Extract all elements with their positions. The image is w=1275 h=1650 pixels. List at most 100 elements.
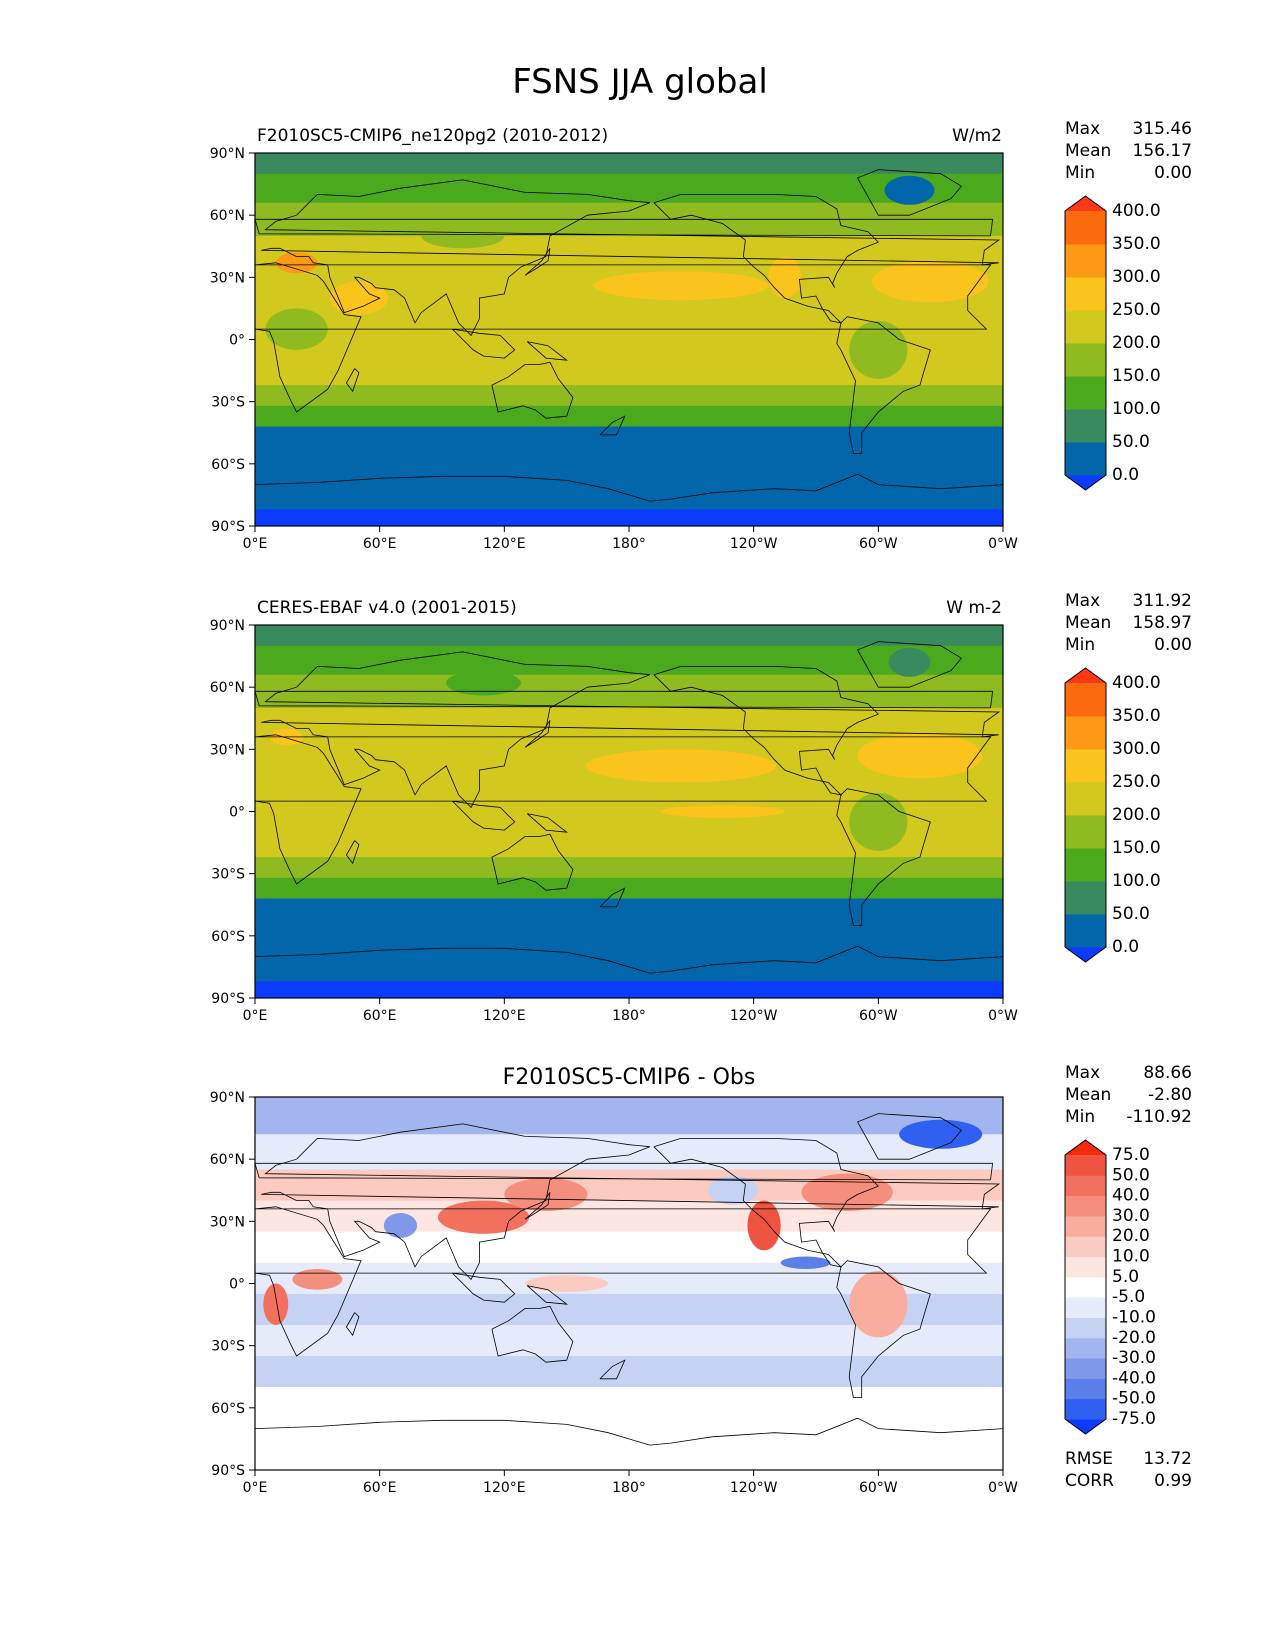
contour-band	[255, 1356, 1003, 1388]
metrics-block: RMSE 13.72 CORR 0.99	[1065, 1449, 1192, 1491]
stat-label: Max	[1065, 119, 1100, 139]
stat-value: -110.92	[1126, 1107, 1192, 1127]
contour-patch	[593, 271, 769, 301]
lat-tick-label: 30°S	[211, 395, 245, 411]
coastline	[254, 945, 1004, 974]
stats-block: Max 315.46 Mean 156.17 Min 0.00	[1065, 119, 1192, 183]
contour-patch	[585, 749, 777, 783]
map-field	[255, 153, 1003, 526]
contour-patch	[446, 670, 521, 696]
colorbar-tick-label: 0.0	[1112, 937, 1139, 957]
colorbar-segment	[1065, 1317, 1106, 1339]
colorbar: 400.0 350.0 300.0 250.0 200.0 150.0 100.0 50.0 0…	[1064, 667, 1161, 963]
colorbar-segment	[1065, 1256, 1106, 1278]
colorbar-segment	[1065, 749, 1106, 783]
lat-tick-label: 90°N	[210, 1090, 245, 1106]
colorbar-tick-label: -75.0	[1112, 1409, 1156, 1429]
colorbar-segment	[1065, 782, 1106, 816]
contour-band	[255, 935, 1003, 982]
lat-axis: 90°N 60°N 30°N 0° 30°S 60°S 90°S	[210, 146, 255, 535]
colorbar-outline	[1064, 1139, 1107, 1435]
lat-tick-label: 90°N	[210, 146, 245, 162]
coastline	[345, 368, 360, 393]
contour-patch	[899, 1119, 983, 1149]
colorbar-extend-high	[1065, 1140, 1106, 1155]
colorbar-segment	[1065, 211, 1106, 245]
colorbar-tick-label: -5.0	[1112, 1287, 1145, 1307]
colorbar-tick-label: 350.0	[1112, 234, 1161, 254]
lat-tick-label: 30°N	[210, 742, 245, 758]
contour-patch	[888, 647, 931, 677]
stat-value: 88.66	[1143, 1063, 1192, 1083]
colorbar-tick-label: 30.0	[1112, 1206, 1150, 1226]
coastline	[857, 1113, 963, 1160]
lon-tick-label: 0°W	[988, 536, 1018, 552]
colorbar-segment	[1065, 1215, 1106, 1237]
contour-patch	[872, 260, 989, 303]
metric-value: 0.99	[1154, 1471, 1192, 1491]
coastline	[526, 1285, 569, 1305]
lat-axis: 90°N 60°N 30°N 0° 30°S 60°S 90°S	[210, 618, 255, 1007]
stat-label: Mean	[1065, 1085, 1111, 1105]
colorbar-segment	[1065, 343, 1106, 377]
contour-band	[255, 1387, 1003, 1470]
coastline	[254, 1417, 1004, 1446]
colorbar-tick-label: 0.0	[1112, 465, 1139, 485]
lat-tick-label: 60°N	[210, 680, 245, 696]
coastline	[836, 1260, 931, 1398]
colorbar-tick-label: 50.0	[1112, 1165, 1150, 1185]
colorbar-tick-label: 100.0	[1112, 871, 1161, 891]
map-field	[255, 1097, 1003, 1470]
stats-block: Max 311.92 Mean 158.97 Min 0.00	[1065, 591, 1192, 655]
colorbar-segment	[1065, 815, 1106, 849]
stat-value: 315.46	[1133, 119, 1192, 139]
lat-tick-label: 60°S	[211, 1401, 245, 1417]
colorbar-tick-label: -20.0	[1112, 1328, 1156, 1348]
contour-patch	[857, 732, 983, 779]
stat-label: Min	[1065, 1107, 1095, 1127]
colorbar-extend-high	[1065, 668, 1106, 683]
contour-band	[255, 463, 1003, 510]
contour-band	[255, 877, 1003, 900]
metric-label: RMSE	[1065, 1449, 1113, 1469]
lat-tick-label: 90°N	[210, 618, 245, 634]
contour-band	[255, 981, 1003, 998]
panel-center-title: F2010SC5-CMIP6 - Obs	[503, 1065, 756, 1090]
figure-title: FSNS JJA global	[512, 62, 768, 102]
colorbar-tick-label: 200.0	[1112, 333, 1161, 353]
colorbar-segment	[1065, 848, 1106, 882]
lon-tick-label: 60°E	[363, 1008, 397, 1024]
map-field	[255, 625, 1003, 998]
colorbar-segment	[1065, 1276, 1106, 1298]
lon-tick-label: 120°E	[483, 1008, 526, 1024]
coastline	[452, 328, 516, 359]
metric-label: CORR	[1065, 1471, 1114, 1491]
coastline	[653, 194, 880, 324]
stat-value: 156.17	[1133, 141, 1192, 161]
contour-patch	[275, 252, 318, 274]
coastline	[452, 800, 516, 831]
lat-tick-label: 30°S	[211, 1339, 245, 1355]
coastline	[524, 248, 551, 276]
coastline	[857, 641, 963, 688]
lon-tick-label: 180°	[612, 536, 646, 552]
lon-axis: 0°E 60°E 120°E 180° 120°W 60°W 0°W	[243, 998, 1018, 1024]
colorbar-segment	[1065, 376, 1106, 410]
colorbar-tick-label: 400.0	[1112, 673, 1161, 693]
coastline	[599, 415, 626, 436]
lat-tick-label: 30°N	[210, 270, 245, 286]
lat-tick-label: 60°S	[211, 929, 245, 945]
lon-tick-label: 180°	[612, 1480, 646, 1496]
lon-tick-label: 120°E	[483, 536, 526, 552]
colorbar-segment	[1065, 409, 1106, 443]
colorbar-segment	[1065, 716, 1106, 750]
coastline	[836, 788, 931, 926]
coastline	[261, 1123, 1001, 1281]
lon-tick-label: 60°E	[363, 536, 397, 552]
colorbar-tick-label: -30.0	[1112, 1348, 1156, 1368]
stat-label: Min	[1065, 635, 1095, 655]
contour-patch	[383, 1213, 418, 1238]
colorbar-segment	[1065, 1175, 1106, 1197]
lon-tick-label: 180°	[612, 1008, 646, 1024]
